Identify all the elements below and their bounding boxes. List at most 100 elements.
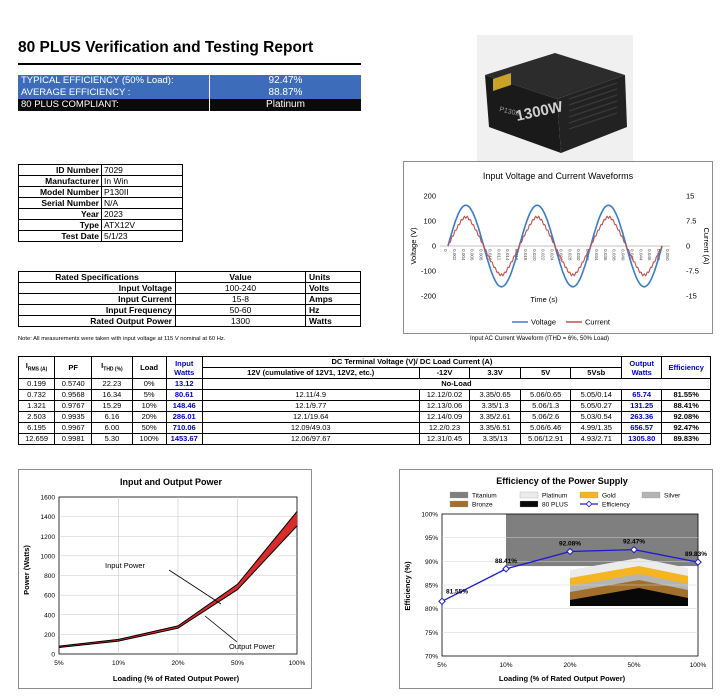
waveform-x-tick: 0.026 — [558, 249, 563, 261]
waveform-x-tick: 0.044 — [638, 249, 643, 261]
efficiency-y-tick: 85% — [425, 583, 438, 590]
ident-row: Type ATX12V — [18, 219, 183, 231]
rated-header-row: Rated Specifications Value Units — [18, 271, 361, 283]
cell-efficiency: 92.08% — [661, 411, 711, 423]
waveform-y2-tick: 7.5 — [686, 217, 696, 226]
efficiency-x-tick: 10% — [499, 662, 512, 669]
power-y-tick: 400 — [44, 612, 55, 619]
cell-ithd: 15.29 — [91, 400, 133, 412]
cell-12v: 12.1/9.77 — [201, 400, 420, 412]
summary-row-average: AVERAGE EFFICIENCY : 88.87% — [18, 87, 361, 99]
cell-output-watts: 263.36 — [621, 411, 663, 423]
efficiency-point — [630, 545, 638, 554]
cell-input-watts: 148.46 — [165, 400, 203, 412]
waveform-y-tick: -100 — [421, 267, 436, 276]
rated-unit: Amps — [305, 293, 361, 305]
cell-5vsb: 5.03/0.54 — [570, 411, 623, 423]
cell-irms: 0.732 — [17, 389, 56, 401]
waveform-x-label: Time (s) — [530, 295, 558, 304]
rated-header-units: Units — [305, 271, 361, 283]
table-row: 2.503 0.9935 6.16 20% 286.01 12.1/19.64 … — [17, 411, 711, 423]
waveform-x-tick: 0.008 — [479, 249, 484, 261]
waveform-x-tick: 0.002 — [452, 249, 457, 261]
efficiency-point — [694, 558, 702, 566]
summary-label: 80 PLUS COMPLIANT: — [18, 99, 210, 111]
waveform-y-tick: 200 — [423, 192, 436, 201]
waveform-x-tick: 0.004 — [461, 249, 466, 261]
cell-efficiency: 92.47% — [661, 422, 711, 434]
cell-m12v: 12.13/0.06 — [418, 400, 471, 412]
legend-swatch-gold — [579, 491, 599, 499]
table-row: 0.732 0.9568 16.34 5% 80.61 12.11/4.9 12… — [17, 389, 711, 401]
cell-input-watts: 80.61 — [165, 389, 203, 401]
ident-key: Model Number — [18, 186, 102, 198]
ident-value: 7029 — [101, 164, 183, 176]
cell-12v: 12.11/4.9 — [201, 389, 420, 401]
cell-irms: 6.195 — [17, 422, 56, 434]
cell-load: 0% — [131, 378, 167, 390]
power-y-tick: 0 — [51, 652, 55, 659]
cell-5vsb: 4.99/1.35 — [570, 422, 623, 434]
cell-load: 20% — [131, 411, 167, 423]
cell-output-watts: 65.74 — [621, 389, 663, 401]
legend-label-80-plus: 80 PLUS — [542, 502, 569, 509]
waveform-chart-frame: Input Voltage and Current Waveforms Time… — [403, 161, 713, 334]
efficiency-data-label: 92.47% — [623, 539, 645, 546]
summary-row-typical: TYPICAL EFFICIENCY (50% Load): 92.47% — [18, 75, 361, 87]
waveform-y2-tick: 15 — [686, 192, 694, 201]
ident-value: 2023 — [101, 208, 183, 220]
report-title: 80 PLUS Verification and Testing Report — [18, 39, 314, 56]
cell-output-watts: 656.57 — [621, 422, 663, 434]
legend-current-label: Current — [585, 318, 611, 327]
summary-row-compliant: 80 PLUS COMPLIANT: Platinum — [18, 99, 361, 111]
waveform-current-line — [447, 215, 663, 277]
cell-5vsb: 4.93/2.71 — [570, 433, 623, 445]
efficiency-x-tick: 100% — [690, 662, 707, 669]
cell-5vsb: 5.05/0.27 — [570, 400, 623, 412]
waveform-chart-title: Input Voltage and Current Waveforms — [483, 171, 634, 181]
cell-pf: 0.9568 — [54, 389, 93, 401]
rated-key: Input Voltage — [18, 282, 176, 294]
summary-value: Platinum — [209, 99, 361, 111]
cell-33v: 3.35/1.3 — [469, 400, 521, 412]
rated-value: 1300 — [175, 315, 306, 327]
annotation-output-arrow — [204, 615, 238, 643]
waveform-x-tick: 0.022 — [541, 249, 546, 261]
summary-label: TYPICAL EFFICIENCY (50% Load): — [18, 75, 210, 87]
ident-value: P130II — [101, 186, 183, 198]
ident-row: ID Number 7029 — [18, 164, 183, 176]
legend-swatch-bronze — [449, 500, 469, 508]
cell-m12v: 12.2/0.23 — [418, 422, 471, 434]
ident-row: Year 2023 — [18, 208, 183, 220]
legend-label-titanium: Titanium — [472, 493, 497, 500]
efficiency-chart-title: Efficiency of the Power Supply — [496, 476, 628, 486]
ident-value: ATX12V — [101, 219, 183, 231]
cell-33v: 3.35/13 — [469, 433, 521, 445]
legend-label-silver: Silver — [664, 493, 681, 500]
cell-m12v: 12.31/0.45 — [418, 433, 471, 445]
cell-33v: 3.35/2.61 — [469, 411, 521, 423]
summary-label: AVERAGE EFFICIENCY : — [18, 87, 210, 99]
summary-value: 92.47% — [209, 75, 361, 87]
cell-pf: 0.9981 — [54, 433, 93, 445]
efficiency-x-tick: 20% — [563, 662, 576, 669]
cell-5v: 5.06/12.91 — [519, 433, 572, 445]
cell-load: 100% — [131, 433, 167, 445]
power-x-tick: 10% — [112, 660, 125, 667]
header-12v: 12V (cumulative of 12V1, 12V2, etc.) — [201, 367, 420, 379]
summary-table: TYPICAL EFFICIENCY (50% Load): 92.47% AV… — [18, 75, 361, 111]
rated-value: 50-60 — [175, 304, 306, 316]
legend-swatch-80-plus — [519, 500, 539, 508]
header-5v: 5V — [519, 367, 572, 379]
waveform-x-tick: 0.030 — [576, 249, 581, 261]
input-power-line — [58, 511, 298, 647]
header-pf: PF — [54, 356, 93, 379]
efficiency-x-tick: 5% — [437, 662, 447, 669]
power-y-tick: 1600 — [41, 495, 56, 502]
cell-m12v: 12.14/0.09 — [418, 411, 471, 423]
annotation-input-power: Input Power — [105, 561, 146, 570]
measurement-note: Note: All measurements were taken with i… — [18, 336, 226, 342]
ident-row: Model Number P130II — [18, 186, 183, 198]
waveform-x-tick: 0.034 — [594, 249, 599, 261]
cell-5vsb: 5.05/0.14 — [570, 389, 623, 401]
